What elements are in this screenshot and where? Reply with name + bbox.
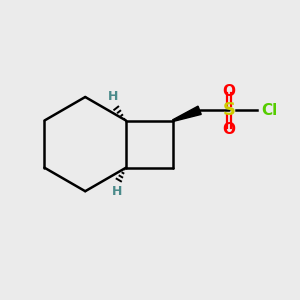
Text: H: H [112, 185, 122, 198]
Text: O: O [223, 84, 236, 99]
Text: Cl: Cl [261, 103, 277, 118]
Text: O: O [223, 122, 236, 137]
Polygon shape [173, 106, 201, 122]
Text: H: H [108, 90, 118, 103]
Text: S: S [223, 101, 236, 119]
